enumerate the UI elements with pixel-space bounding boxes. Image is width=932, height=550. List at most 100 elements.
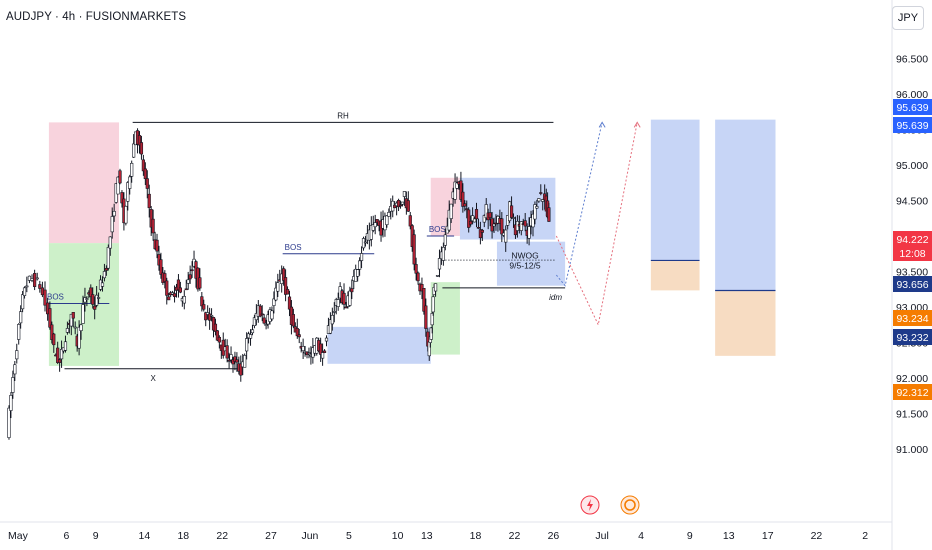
candle-body bbox=[190, 269, 194, 272]
time-tick-label: 14 bbox=[139, 530, 151, 542]
candle-body bbox=[128, 176, 132, 189]
time-tick-label: 22 bbox=[216, 530, 228, 542]
price-label-box bbox=[893, 117, 932, 133]
candle-body bbox=[83, 297, 87, 303]
candle-body bbox=[447, 209, 451, 231]
time-tick-label: 18 bbox=[470, 530, 482, 542]
candle-body bbox=[402, 191, 407, 197]
candle-body bbox=[165, 280, 169, 296]
price-label-text: 93.232 bbox=[896, 332, 928, 344]
projection-layer bbox=[555, 119, 776, 356]
price-label-box bbox=[893, 329, 932, 345]
candle-body bbox=[414, 264, 418, 274]
candle-body bbox=[38, 284, 42, 289]
stop-zone bbox=[650, 260, 700, 291]
candle-body bbox=[137, 135, 142, 146]
candle-body bbox=[537, 198, 541, 202]
candle-body bbox=[209, 314, 214, 317]
candle-body bbox=[416, 272, 420, 282]
candle-body bbox=[519, 221, 523, 231]
candle-body bbox=[245, 338, 249, 352]
candle-body bbox=[531, 213, 535, 228]
candle-body bbox=[422, 287, 426, 312]
candle-body bbox=[264, 324, 268, 326]
candle-body bbox=[262, 317, 266, 324]
nwog-label: 9/5-12/5 bbox=[509, 261, 540, 271]
candle-body bbox=[527, 226, 531, 239]
price-tick-label: 96.000 bbox=[896, 89, 928, 101]
candle-body bbox=[151, 218, 155, 234]
candle-body bbox=[295, 328, 299, 337]
candle-body bbox=[59, 349, 64, 360]
candle-body bbox=[488, 212, 492, 219]
zone-range bbox=[327, 326, 431, 364]
candle-body bbox=[95, 294, 99, 306]
time-tick-label: 26 bbox=[548, 530, 560, 542]
price-label-text: 92.312 bbox=[896, 387, 928, 399]
candle-body bbox=[85, 298, 89, 300]
candle-body bbox=[297, 334, 301, 338]
price-tick-label: 91.500 bbox=[896, 409, 928, 421]
candle-body bbox=[130, 162, 134, 177]
candle-body bbox=[431, 296, 435, 313]
candle-body bbox=[287, 296, 292, 310]
time-tick-label: 6 bbox=[64, 530, 70, 542]
price-label-layer: 95.639 95.639 94.222 12:08 93.656 93.234 93.23… bbox=[893, 99, 932, 400]
candle-body bbox=[58, 359, 62, 363]
candle-body bbox=[406, 200, 410, 212]
candle-body bbox=[396, 200, 401, 208]
candle-body bbox=[120, 192, 124, 204]
candle-body bbox=[63, 341, 68, 351]
time-tick-label: 22 bbox=[811, 530, 823, 542]
candle-body bbox=[541, 199, 545, 202]
price-label-text: 93.234 bbox=[896, 313, 928, 325]
time-tick-label: 5 bbox=[346, 530, 352, 542]
target-zone bbox=[715, 119, 776, 291]
candle-body bbox=[52, 333, 56, 346]
price-tick-label: 95.000 bbox=[896, 160, 928, 172]
projected-arrowhead bbox=[633, 121, 641, 128]
candle-body bbox=[213, 323, 218, 332]
candle-body bbox=[400, 201, 405, 205]
candle-body bbox=[319, 343, 323, 355]
candle-body bbox=[149, 209, 153, 228]
candle-body bbox=[227, 359, 231, 362]
candle-body bbox=[22, 287, 27, 296]
price-tick-label: 96.500 bbox=[896, 54, 928, 66]
time-tick-label: 9 bbox=[687, 530, 693, 542]
candle-body bbox=[535, 206, 539, 209]
candle-body bbox=[260, 313, 264, 316]
candle-body bbox=[147, 193, 151, 209]
candle-body bbox=[69, 313, 73, 327]
candle-body bbox=[509, 205, 514, 218]
candle-body bbox=[200, 296, 204, 307]
candle-body bbox=[11, 377, 15, 393]
currency-selector[interactable]: JPY bbox=[892, 6, 924, 30]
candle-body bbox=[511, 217, 516, 219]
zone-supply bbox=[48, 122, 120, 244]
candle-body bbox=[420, 284, 424, 292]
candle-body bbox=[17, 324, 21, 340]
level-label-bos: BOS bbox=[285, 243, 302, 252]
price-label-text: 95.639 bbox=[896, 120, 928, 132]
candle-body bbox=[373, 222, 377, 228]
candle-body bbox=[336, 299, 340, 307]
candle-body bbox=[106, 247, 110, 269]
candle-body bbox=[198, 277, 202, 289]
candle-body bbox=[274, 287, 278, 301]
candle-body bbox=[217, 336, 221, 343]
nwog-label: NWOG bbox=[511, 251, 538, 261]
price-label-box bbox=[893, 384, 932, 400]
candle-body bbox=[480, 229, 484, 233]
candle-body bbox=[93, 305, 97, 310]
candle-body bbox=[215, 330, 220, 341]
price-label-box bbox=[893, 245, 932, 261]
candle-body bbox=[324, 337, 329, 342]
candle-body bbox=[359, 253, 364, 261]
dividend-event-icon[interactable] bbox=[620, 495, 640, 515]
candle-body bbox=[211, 317, 216, 331]
price-tick-label: 94.500 bbox=[896, 196, 928, 208]
candle-body bbox=[270, 310, 274, 320]
